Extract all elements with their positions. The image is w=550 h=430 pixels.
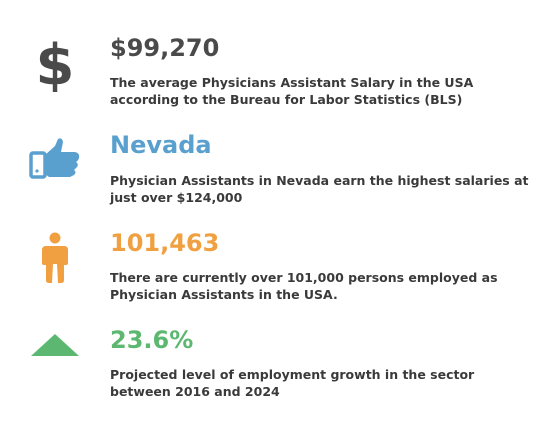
thumbs-up-icon bbox=[28, 136, 82, 182]
salary-value: $99,270 bbox=[110, 34, 220, 62]
person-icon bbox=[38, 232, 72, 284]
svg-text:$: $ bbox=[36, 33, 75, 92]
employed-description: There are currently over 101,000 persons… bbox=[110, 270, 498, 302]
employed-value: 101,463 bbox=[110, 229, 220, 257]
up-arrow-icon bbox=[30, 333, 80, 357]
dollar-icon: $ bbox=[30, 30, 80, 92]
growth-value: 23.6% bbox=[110, 326, 194, 354]
growth-description: Projected level of employment growth in … bbox=[110, 367, 475, 399]
top-state-description: Physician Assistants in Nevada earn the … bbox=[110, 173, 529, 205]
salary-description: The average Physicians Assistant Salary … bbox=[110, 75, 474, 107]
top-state-value: Nevada bbox=[110, 131, 212, 159]
